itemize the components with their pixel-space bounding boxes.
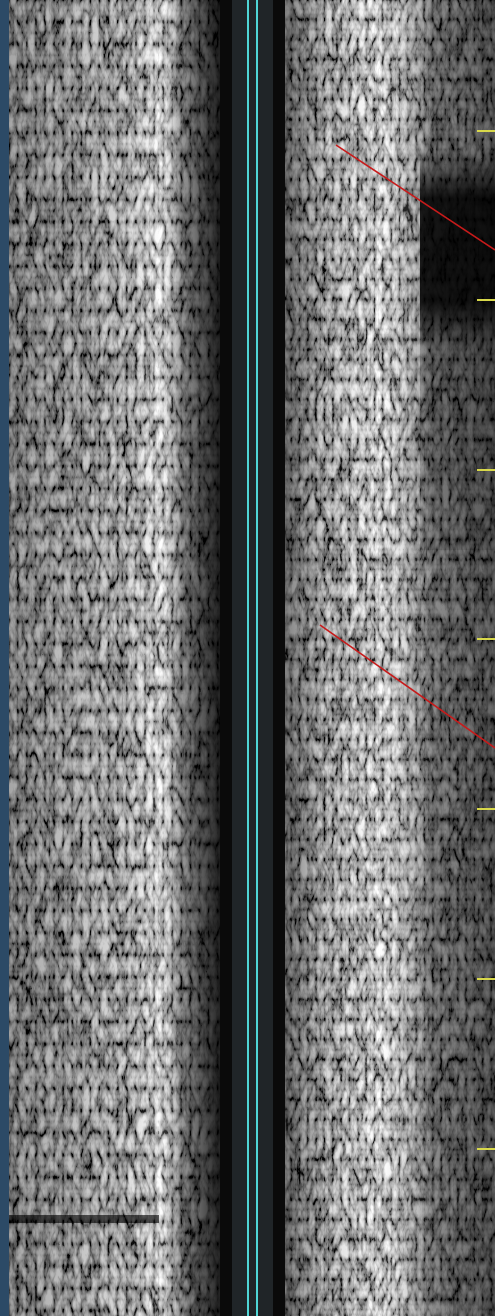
range-marker bbox=[477, 1148, 495, 1150]
right-scan bbox=[285, 0, 495, 1316]
range-marker bbox=[477, 130, 495, 132]
range-marker bbox=[477, 469, 495, 471]
left-scan bbox=[9, 0, 220, 1316]
left-scan-shade bbox=[9, 0, 220, 1316]
side-strip bbox=[0, 0, 9, 1316]
left-scan-dark-band bbox=[9, 1215, 159, 1223]
body bbox=[0, 0, 495, 1316]
range-marker bbox=[477, 808, 495, 810]
cyan-line bbox=[256, 0, 258, 1316]
divider-edge bbox=[273, 0, 285, 1316]
sonar-screen bbox=[0, 0, 495, 1316]
range-marker bbox=[477, 299, 495, 301]
right-scan-dark-zone bbox=[420, 150, 495, 550]
page: Sonar view {} html, body { margin: 0; pa… bbox=[0, 0, 495, 1316]
range-marker bbox=[477, 638, 495, 640]
cyan-line bbox=[247, 0, 249, 1316]
center-divider bbox=[220, 0, 285, 1316]
divider-edge bbox=[220, 0, 232, 1316]
range-marker bbox=[477, 978, 495, 980]
